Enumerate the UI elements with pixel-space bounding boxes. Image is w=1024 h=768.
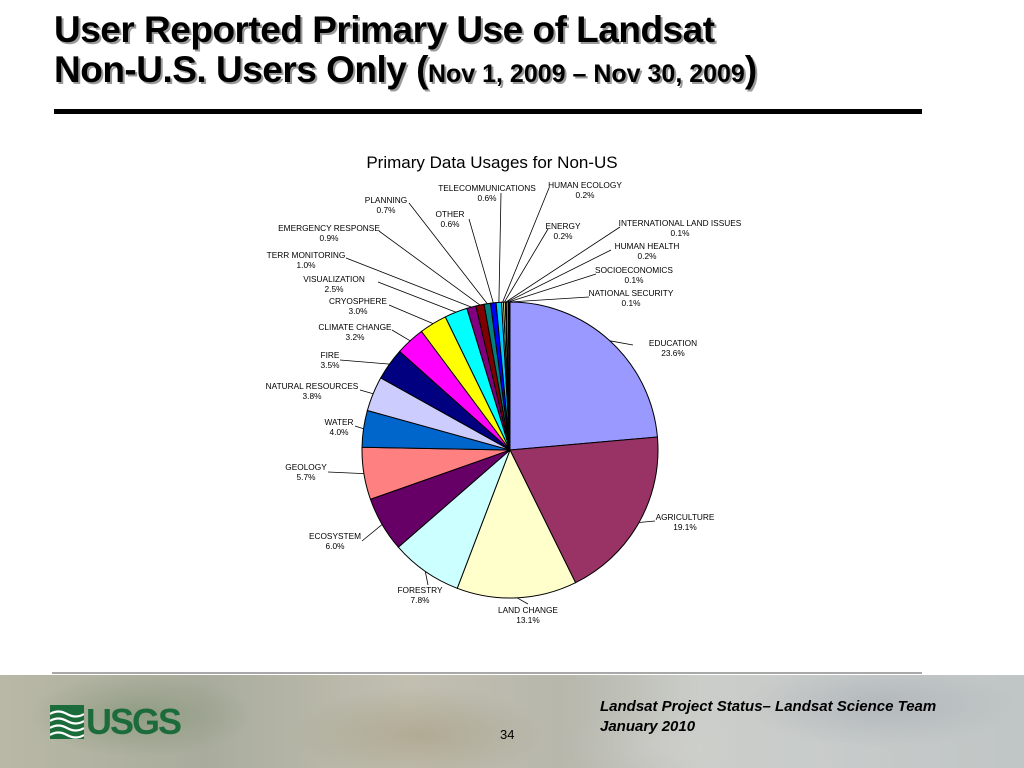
page-number: 34 xyxy=(500,727,515,742)
slice-label-international-land-issues: INTERNATIONAL LAND ISSUES xyxy=(619,218,742,228)
usgs-wave-icon xyxy=(50,705,84,739)
leader-lines xyxy=(327,187,656,605)
chart-title: Primary Data Usages for Non-US xyxy=(366,153,617,172)
slice-label-human-health: HUMAN HEALTH xyxy=(615,241,680,251)
title-line-2: Non-U.S. Users Only ( xyxy=(54,49,428,90)
leader-line-education xyxy=(609,340,634,346)
leader-line-human-health xyxy=(507,249,612,303)
slice-percent-human-ecology: 0.2% xyxy=(576,190,596,200)
slice-percent-climate-change: 3.2% xyxy=(346,332,366,342)
title-dates: Nov 1, 2009 – Nov 30, 2009 xyxy=(427,60,745,88)
slice-percent-geology: 5.7% xyxy=(297,472,317,482)
slice-label-water: WATER xyxy=(324,417,353,427)
pie-slice-land-change xyxy=(456,448,577,599)
leader-line-human-ecology xyxy=(502,187,550,303)
slide-title: User Reported Primary Use of Landsat Non-… xyxy=(54,10,757,94)
slice-percent-telecommunications: 0.6% xyxy=(478,193,498,203)
slice-percent-forestry: 7.8% xyxy=(411,595,431,605)
slice-label-cryosphere: CRYOSPHERE xyxy=(329,296,387,306)
pie-slices xyxy=(361,301,659,599)
slice-percent-visualization: 2.5% xyxy=(325,284,345,294)
leader-line-national-security xyxy=(509,296,590,303)
slice-percent-terr-monitoring: 1.0% xyxy=(297,260,317,270)
leader-line-emergency-response xyxy=(378,230,481,306)
slice-label-forestry: FORESTRY xyxy=(397,585,442,595)
usgs-logo: USGS xyxy=(50,701,182,742)
leader-line-telecommunications xyxy=(498,192,502,303)
slice-label-climate-change: CLIMATE CHANGE xyxy=(318,322,392,332)
slice-label-planning: PLANNING xyxy=(365,195,407,205)
slice-percent-emergency-response: 0.9% xyxy=(320,233,340,243)
leader-line-land-change xyxy=(516,597,529,605)
slice-label-other: OTHER xyxy=(435,209,464,219)
slice-label-visualization: VISUALIZATION xyxy=(303,274,365,284)
leader-line-fire xyxy=(339,359,390,365)
title-close-paren: ) xyxy=(744,49,757,90)
slice-percent-water: 4.0% xyxy=(330,427,350,437)
pie-slice-education xyxy=(509,301,658,451)
footer-caption: Landsat Project Status– Landsat Science … xyxy=(600,697,936,737)
leader-line-planning xyxy=(408,202,488,305)
leader-line-visualization xyxy=(377,281,457,313)
leader-line-water xyxy=(354,425,364,430)
pie-chart: Primary Data Usages for Non-US EDUCATION… xyxy=(266,153,742,625)
slice-percent-land-change: 13.1% xyxy=(516,615,540,625)
footer-line-2: January 2010 xyxy=(600,718,696,735)
slice-percent-planning: 0.7% xyxy=(377,205,397,215)
leader-line-terr-monitoring xyxy=(345,257,472,308)
slice-percent-natural-resources: 3.8% xyxy=(303,391,323,401)
footer-overlay xyxy=(560,675,1024,768)
slice-percent-socioeconomics: 0.1% xyxy=(625,275,645,285)
slice-label-land-change: LAND CHANGE xyxy=(498,605,558,615)
title-underline xyxy=(54,109,922,114)
slice-percent-energy: 0.2% xyxy=(554,231,574,241)
leader-line-ecosystem xyxy=(361,524,383,542)
leader-line-other xyxy=(468,218,494,304)
slice-percent-human-health: 0.2% xyxy=(638,251,658,261)
leader-line-socioeconomics xyxy=(508,273,597,303)
slice-percent-other: 0.6% xyxy=(441,219,461,229)
slice-label-education: EDUCATION xyxy=(649,338,697,348)
footer-line-1: Landsat Project Status– Landsat Science … xyxy=(600,698,937,715)
slice-label-energy: ENERGY xyxy=(545,221,581,231)
slice-label-terr-monitoring: TERR MONITORING xyxy=(267,250,346,260)
slice-label-telecommunications: TELECOMMUNICATIONS xyxy=(438,183,536,193)
slice-percent-fire: 3.5% xyxy=(321,360,341,370)
leader-line-agriculture xyxy=(638,520,656,523)
title-line-1: User Reported Primary Use of Landsat xyxy=(54,9,715,50)
slice-percent-cryosphere: 3.0% xyxy=(349,306,369,316)
leader-line-energy xyxy=(504,228,549,303)
slice-label-national-security: NATIONAL SECURITY xyxy=(589,288,674,298)
slice-label-natural-resources: NATURAL RESOURCES xyxy=(266,381,359,391)
footer-divider xyxy=(52,672,922,674)
slice-percent-ecosystem: 6.0% xyxy=(326,541,346,551)
leader-line-cryosphere xyxy=(388,304,434,324)
leader-line-natural-resources xyxy=(359,389,374,395)
leader-line-geology xyxy=(327,471,364,474)
slice-percent-international-land-issues: 0.1% xyxy=(671,228,691,238)
leader-line-climate-change xyxy=(391,329,411,342)
slice-label-human-ecology: HUMAN ECOLOGY xyxy=(548,180,622,190)
leader-line-forestry xyxy=(424,571,429,586)
slice-label-emergency-response: EMERGENCY RESPONSE xyxy=(278,223,380,233)
slice-percent-national-security: 0.1% xyxy=(622,298,642,308)
slice-label-ecosystem: ECOSYSTEM xyxy=(309,531,361,541)
slice-label-geology: GEOLOGY xyxy=(285,462,327,472)
leader-line-international-land-issues xyxy=(505,226,621,303)
slice-percent-education: 23.6% xyxy=(661,348,685,358)
slice-label-socioeconomics: SOCIOECONOMICS xyxy=(595,265,673,275)
slice-percent-agriculture: 19.1% xyxy=(673,522,697,532)
slice-label-fire: FIRE xyxy=(321,350,340,360)
usgs-wordmark: USGS xyxy=(86,701,182,742)
footer-band: USGS 34 Landsat Project Status– Landsat … xyxy=(0,675,1024,768)
slice-label-agriculture: AGRICULTURE xyxy=(656,512,715,522)
